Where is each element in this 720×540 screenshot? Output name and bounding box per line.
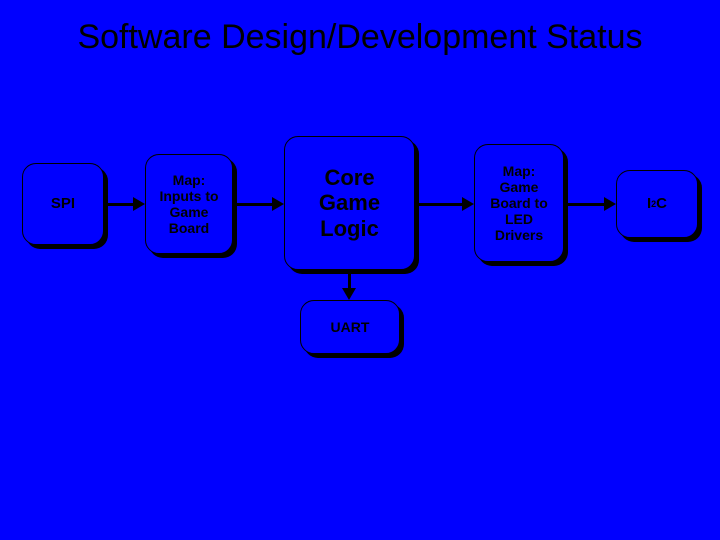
edge-core-mapout [415, 203, 462, 206]
arrowhead-icon [272, 197, 284, 211]
node-i2c: I2C [616, 170, 698, 238]
node-core: CoreGameLogic [284, 136, 415, 270]
edge-spi-mapin [104, 203, 133, 206]
slide: Software Design/Development Status SPI Ma… [0, 0, 720, 540]
arrowhead-icon [604, 197, 616, 211]
node-spi: SPI [22, 163, 104, 245]
arrowhead-icon [342, 288, 356, 300]
arrowhead-icon [462, 197, 474, 211]
node-mapout: Map:GameBoard toLEDDrivers [474, 144, 564, 262]
slide-title: Software Design/Development Status [0, 18, 720, 57]
node-mapin: Map:Inputs toGameBoard [145, 154, 233, 254]
arrowhead-icon [133, 197, 145, 211]
edge-core-uart [348, 270, 351, 288]
node-uart: UART [300, 300, 400, 354]
edge-mapout-i2c [564, 203, 604, 206]
edge-mapin-core [233, 203, 272, 206]
